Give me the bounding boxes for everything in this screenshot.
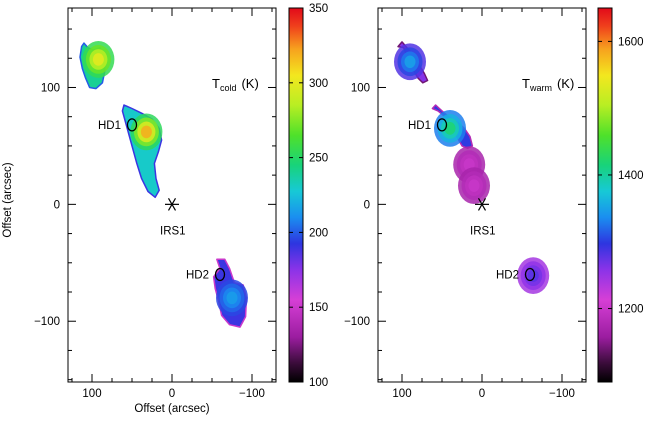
source-ellipse-marker: [214, 267, 226, 282]
emission-peak: [226, 291, 238, 305]
axis-ticks: 100 0 −100 100 0 −100: [34, 8, 276, 400]
source-label: HD2: [496, 269, 519, 281]
colorbar-tick-label: 100: [309, 377, 328, 389]
colorbar: 100 150 200 250 300 350: [288, 3, 328, 389]
warm-temperature-panel: 100 0 −100 100 0 −100 IRS1 HD1 HD2 Twarm (K) 120…: [344, 7, 644, 400]
colorbar-gradient: [597, 7, 613, 383]
colorbar-tick-label: 1200: [618, 304, 644, 316]
x-axis-label: Offset (arcsec): [134, 403, 209, 415]
emission-peak: [527, 269, 539, 282]
irs1-star-marker: [477, 197, 487, 211]
colorbar-tick-label: 1600: [618, 36, 644, 48]
y-tick-label: 100: [351, 82, 370, 94]
source-markers: IRS1 HD1 HD2: [408, 118, 536, 282]
y-tick-label: 0: [54, 199, 60, 211]
emission-peak: [140, 125, 152, 139]
axis-ticks: 100 0 −100 100 0 −100: [344, 8, 586, 400]
x-tick-label: −100: [239, 388, 265, 400]
y-tick-label: −100: [344, 316, 370, 328]
x-tick-label: 0: [479, 388, 485, 400]
colorbar-tick-label: 250: [309, 153, 328, 165]
emission-peak: [444, 122, 456, 135]
emission-peak: [468, 179, 480, 192]
x-tick-label: 100: [392, 388, 411, 400]
cold-temperature-panel: 100 0 −100 100 0 −100 IRS1 HD1 HD2 Tcold (K) Off…: [2, 3, 328, 415]
source-markers: IRS1 HD1 HD2: [98, 118, 226, 282]
x-tick-label: 100: [82, 388, 101, 400]
source-label: HD1: [408, 120, 431, 132]
colorbar-tick-label: 200: [309, 227, 328, 239]
colorbar-tick-label: 350: [309, 3, 328, 15]
cold-emission-regions: [79, 41, 248, 328]
y-axis-label: Offset (arcsec): [2, 162, 14, 237]
y-tick-label: 0: [364, 199, 370, 211]
colorbar-tick-label: 1400: [618, 170, 644, 182]
source-label: HD2: [186, 269, 209, 281]
emission-peak: [404, 55, 416, 69]
emission-peak: [92, 53, 104, 66]
colorbar-tick-label: 150: [309, 302, 328, 314]
irs1-label: IRS1: [470, 225, 496, 237]
colorbar-ticks: 100 150 200 250 300 350: [289, 3, 328, 389]
colorbar-tick-label: 300: [309, 78, 328, 90]
colorbar: 1200 1400 1600: [597, 7, 644, 383]
panel-label: Tcold (K): [212, 76, 259, 93]
x-tick-label: 0: [169, 388, 175, 400]
panel-label: Twarm (K): [522, 76, 574, 93]
y-tick-label: 100: [41, 82, 60, 94]
irs1-star-marker: [167, 197, 177, 211]
x-tick-label: −100: [549, 388, 575, 400]
y-tick-label: −100: [34, 316, 60, 328]
source-ellipse-marker: [524, 267, 536, 282]
irs1-label: IRS1: [160, 225, 186, 237]
source-ellipse-marker: [436, 118, 448, 132]
source-ellipse-marker: [126, 118, 138, 132]
colorbar-ticks: 1200 1400 1600: [598, 36, 644, 316]
source-label: HD1: [98, 120, 121, 132]
colorbar-gradient: [288, 7, 304, 383]
